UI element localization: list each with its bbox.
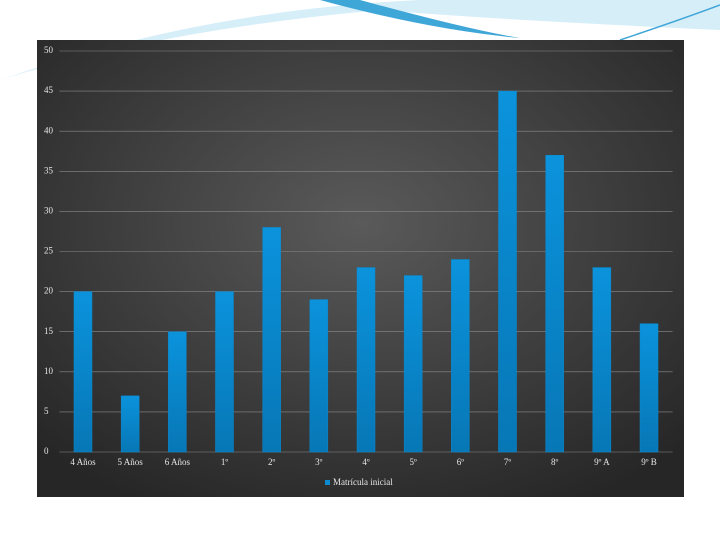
- x-tick-label: 2º: [268, 457, 276, 467]
- x-tick-label: 6 Años: [165, 457, 191, 467]
- y-tick-label: 0: [44, 446, 49, 456]
- y-tick-label: 30: [44, 205, 54, 215]
- bar: [592, 267, 612, 453]
- y-tick-label: 25: [44, 246, 54, 256]
- y-tick-label: 35: [44, 165, 54, 175]
- decor-line: [619, 4, 720, 41]
- x-tick-label: 7º: [504, 457, 512, 467]
- bar: [168, 331, 187, 453]
- x-tick-label: 6º: [457, 457, 465, 467]
- y-tick-label: 5: [44, 406, 49, 416]
- x-tick-label: 3º: [315, 457, 323, 467]
- bar: [356, 267, 376, 453]
- bar: [451, 259, 470, 453]
- x-tick-label: 1º: [221, 457, 229, 467]
- x-tick-label: 5º: [410, 457, 418, 467]
- bar: [309, 299, 329, 453]
- legend-swatch: [325, 480, 330, 485]
- y-tick-label: 40: [44, 125, 54, 135]
- y-tick-label: 15: [44, 326, 54, 336]
- decor-swoosh: [320, 0, 520, 38]
- x-tick-label: 4º: [362, 457, 370, 467]
- bar: [639, 323, 659, 453]
- x-tick-label: 8º: [551, 457, 559, 467]
- bar: [545, 155, 564, 453]
- x-tick-label: 9º A: [594, 457, 610, 467]
- decor-swoosh: [0, 0, 720, 80]
- y-tick-label: 20: [44, 286, 54, 296]
- x-tick-label: 5 Años: [118, 457, 144, 467]
- bar: [403, 275, 423, 453]
- bar: [498, 90, 517, 453]
- x-tick-label: 4 Años: [70, 457, 96, 467]
- y-tick-label: 10: [44, 366, 54, 376]
- legend-label: Matrícula inicial: [333, 477, 393, 487]
- bar: [215, 291, 234, 453]
- bar: [73, 291, 93, 453]
- y-tick-label: 50: [44, 45, 54, 55]
- plot: 0 5 10 15 20 25 30 35 40 45 50 4 Años 5 Años 6 Años 1º…: [44, 45, 673, 487]
- bar: [262, 227, 281, 453]
- x-tick-label: 9º B: [641, 457, 657, 467]
- y-tick-label: 45: [44, 85, 54, 95]
- bar: [120, 395, 140, 453]
